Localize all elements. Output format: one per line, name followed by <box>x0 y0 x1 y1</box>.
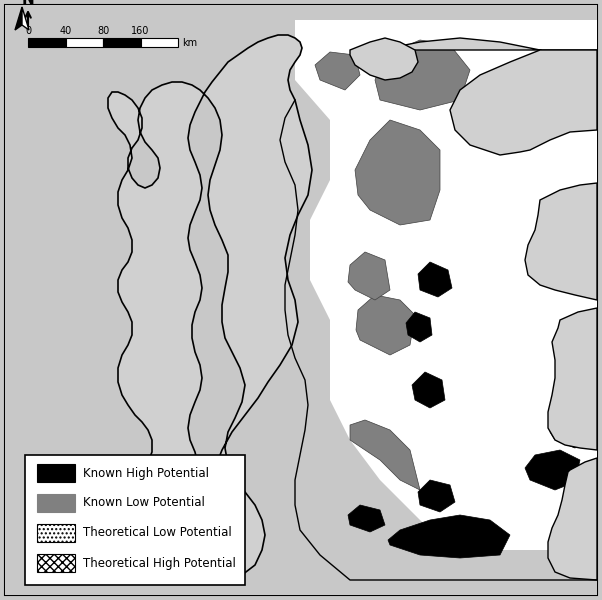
Polygon shape <box>375 40 470 110</box>
Polygon shape <box>388 515 510 558</box>
Polygon shape <box>356 295 415 355</box>
Polygon shape <box>412 372 445 408</box>
Polygon shape <box>350 420 420 490</box>
Polygon shape <box>550 410 592 448</box>
Text: Theoretical High Potential: Theoretical High Potential <box>83 557 236 569</box>
Polygon shape <box>348 505 385 532</box>
Text: Theoretical Low Potential: Theoretical Low Potential <box>83 527 232 539</box>
Polygon shape <box>525 183 597 300</box>
Polygon shape <box>450 50 597 155</box>
Text: Known Low Potential: Known Low Potential <box>83 497 205 509</box>
Polygon shape <box>380 20 597 450</box>
Bar <box>37 494 75 512</box>
Polygon shape <box>15 7 22 30</box>
Polygon shape <box>380 38 597 75</box>
Polygon shape <box>348 252 390 300</box>
Text: 40: 40 <box>60 26 72 36</box>
Polygon shape <box>350 38 418 80</box>
Text: Known High Potential: Known High Potential <box>83 467 209 479</box>
Bar <box>37 554 75 572</box>
Bar <box>37 524 75 542</box>
Polygon shape <box>548 308 597 450</box>
Polygon shape <box>406 312 432 342</box>
Polygon shape <box>108 35 312 578</box>
Bar <box>140 38 178 47</box>
Text: 80: 80 <box>97 26 109 36</box>
Polygon shape <box>418 480 455 512</box>
Polygon shape <box>295 20 597 550</box>
Bar <box>66 38 103 47</box>
Polygon shape <box>315 52 360 90</box>
Polygon shape <box>355 120 440 225</box>
Polygon shape <box>525 450 580 490</box>
Text: km: km <box>182 38 197 48</box>
Polygon shape <box>418 262 452 297</box>
Text: 0: 0 <box>25 26 31 36</box>
Bar <box>37 464 75 482</box>
Polygon shape <box>22 7 29 30</box>
Bar <box>25 455 245 585</box>
Text: N: N <box>22 0 34 7</box>
Bar <box>103 38 140 47</box>
Text: 160: 160 <box>131 26 150 36</box>
Polygon shape <box>548 458 597 580</box>
Bar <box>28 38 66 47</box>
